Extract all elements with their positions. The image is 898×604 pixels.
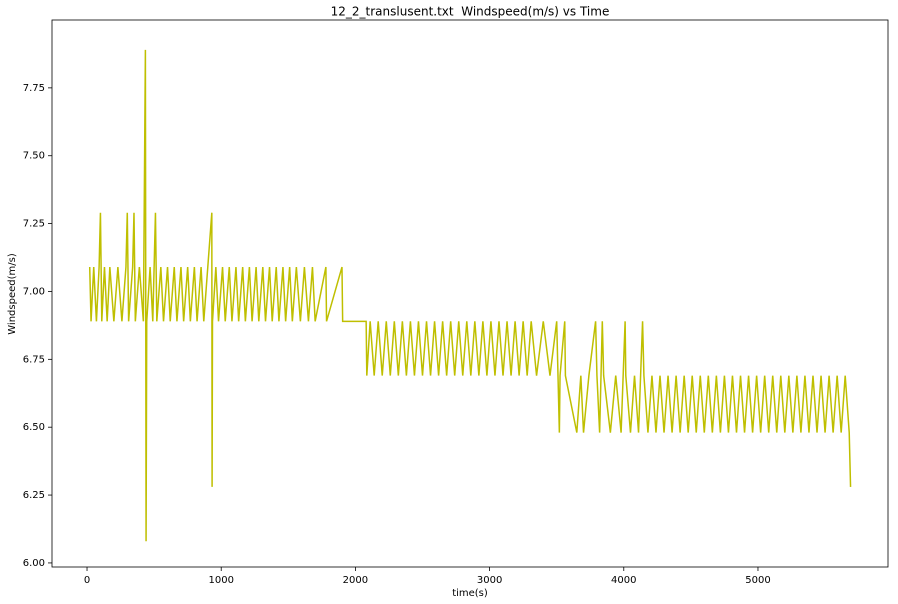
x-tick-label: 1000 bbox=[208, 575, 233, 586]
y-tick-label: 6.00 bbox=[23, 558, 45, 569]
x-tick-label: 5000 bbox=[745, 575, 770, 586]
y-tick-label: 7.75 bbox=[23, 83, 45, 94]
x-tick-label: 4000 bbox=[611, 575, 636, 586]
y-tick-label: 6.75 bbox=[23, 354, 45, 365]
y-tick-label: 7.25 bbox=[23, 219, 45, 230]
x-axis-label: time(s) bbox=[452, 588, 488, 599]
plot-frame bbox=[51, 19, 889, 568]
y-tick-label: 6.25 bbox=[23, 490, 45, 501]
x-tick-label: 2000 bbox=[343, 575, 368, 586]
y-tick-label: 7.00 bbox=[23, 286, 45, 297]
y-tick-label: 6.50 bbox=[23, 422, 45, 433]
data-line bbox=[88, 49, 852, 542]
y-tick-label: 7.50 bbox=[23, 151, 45, 162]
chart-title: 12_2_translusent.txt Windspeed(m/s) vs T… bbox=[331, 5, 610, 19]
y-axis-label: Windspeed(m/s) bbox=[7, 253, 18, 335]
x-tick-label: 0 bbox=[84, 575, 90, 586]
x-tick-label: 3000 bbox=[477, 575, 502, 586]
